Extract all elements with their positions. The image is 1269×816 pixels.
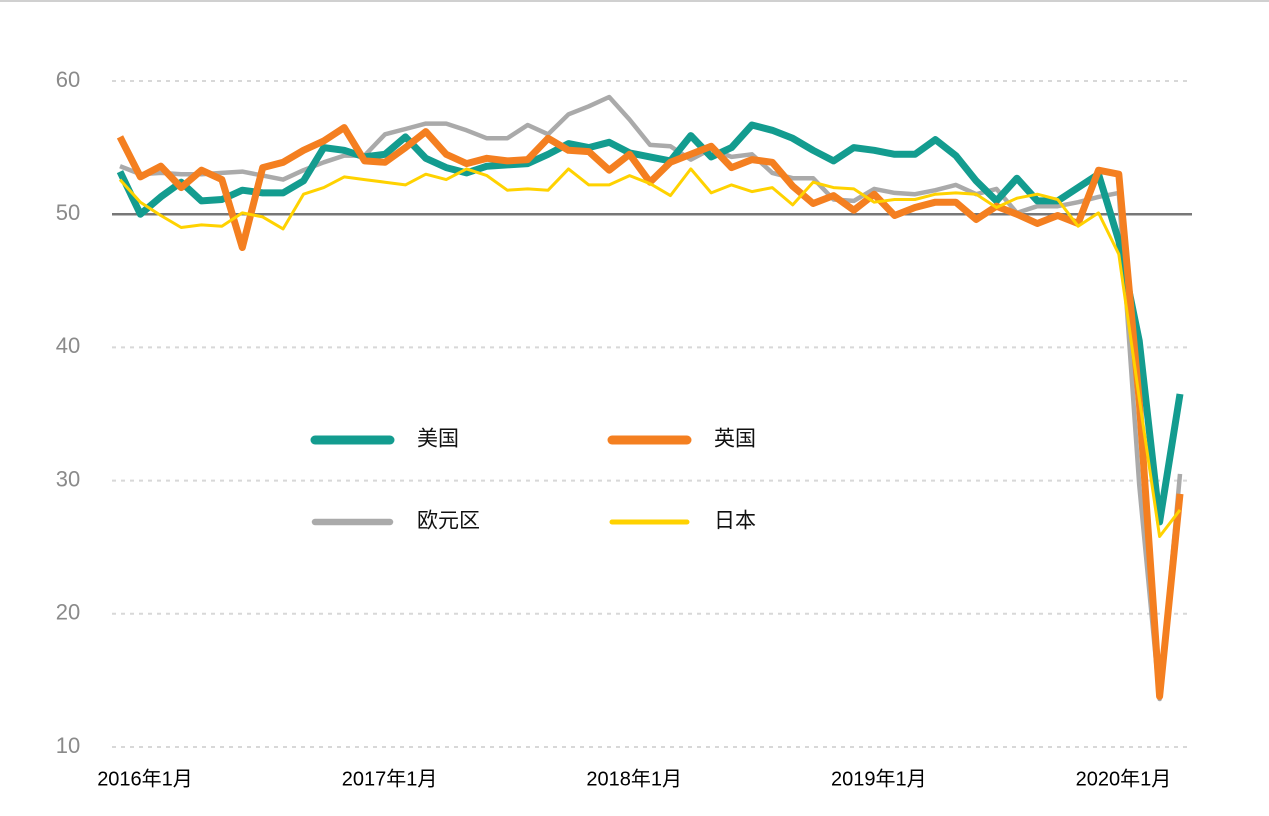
y-tick-label: 50: [56, 200, 80, 225]
series-line: [116, 121, 1184, 526]
legend-label: 日本: [714, 510, 756, 533]
y-tick-label: 20: [56, 600, 80, 625]
series-line: [116, 124, 1184, 700]
x-tick-label: 2017年1月: [342, 767, 438, 790]
legend-label: 英国: [714, 428, 756, 451]
y-tick-label: 10: [56, 733, 80, 758]
y-tick-label: 40: [56, 333, 80, 358]
x-tick-label: 2019年1月: [831, 767, 927, 790]
x-tick-label: 2016年1月: [97, 767, 193, 790]
y-tick-label: 60: [56, 67, 80, 92]
series-line: [118, 167, 1182, 538]
y-tick-label: 30: [56, 466, 80, 491]
x-tick-label: 2020年1月: [1076, 767, 1172, 790]
x-tick-label: 2018年1月: [586, 767, 682, 790]
legend-label: 美国: [417, 428, 459, 451]
legend-label: 欧元区: [417, 510, 480, 533]
